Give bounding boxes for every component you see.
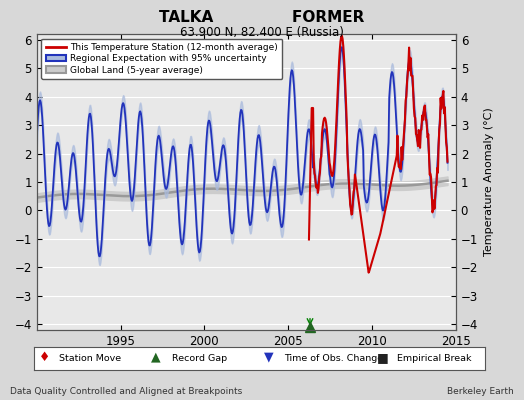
Text: Berkeley Earth: Berkeley Earth — [447, 387, 514, 396]
Text: ▼: ▼ — [264, 351, 274, 364]
Text: ♦: ♦ — [39, 351, 50, 364]
Y-axis label: Temperature Anomaly (°C): Temperature Anomaly (°C) — [484, 108, 494, 256]
Text: Data Quality Controlled and Aligned at Breakpoints: Data Quality Controlled and Aligned at B… — [10, 387, 243, 396]
Text: Empirical Break: Empirical Break — [397, 354, 471, 363]
Text: 63.900 N, 82.400 E (Russia): 63.900 N, 82.400 E (Russia) — [180, 26, 344, 39]
Text: Record Gap: Record Gap — [171, 354, 227, 363]
Text: Time of Obs. Change: Time of Obs. Change — [284, 354, 383, 363]
Text: ▲: ▲ — [151, 351, 161, 364]
Legend: This Temperature Station (12-month average), Regional Expectation with 95% uncer: This Temperature Station (12-month avera… — [41, 38, 282, 79]
Text: Station Move: Station Move — [59, 354, 121, 363]
Text: ■: ■ — [377, 351, 388, 364]
Text: TALKA               FORMER: TALKA FORMER — [159, 10, 365, 25]
